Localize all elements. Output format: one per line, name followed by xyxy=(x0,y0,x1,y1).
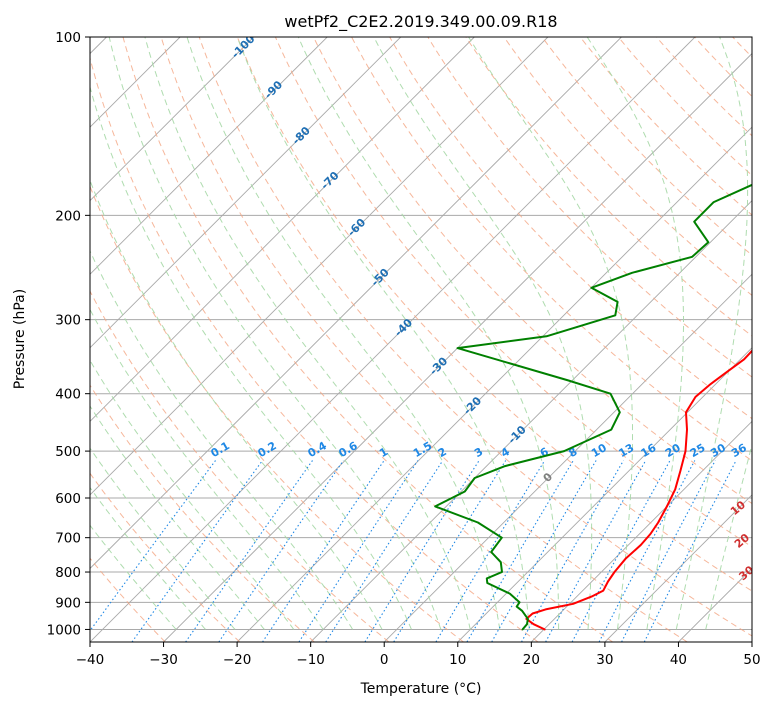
mixing-ratio-line xyxy=(643,460,737,642)
mixing-ratio-line xyxy=(466,460,574,642)
moist-adiabat-line xyxy=(373,37,593,630)
dry-adiabat-line xyxy=(427,37,752,378)
mixing-ratio-line xyxy=(131,460,263,642)
dry-adiabat-line xyxy=(90,384,315,642)
x-axis-label: Temperature (°C) xyxy=(360,681,482,697)
dry-adiabat-line xyxy=(198,37,752,637)
moist-adiabat-line xyxy=(236,37,530,630)
mixing-ratio-line xyxy=(262,460,385,642)
moist-adiabat-line xyxy=(186,37,501,630)
x-tick-label: −30 xyxy=(149,652,178,668)
isotherm-line xyxy=(310,200,752,642)
dry-adiabat-line xyxy=(389,37,752,420)
x-tick-label: −40 xyxy=(76,652,105,668)
isotherm-line xyxy=(90,37,328,275)
moist-adiabat-line xyxy=(144,37,471,630)
y-tick-label: 200 xyxy=(55,208,81,224)
y-tick-label: 1000 xyxy=(47,622,81,638)
dry-adiabat-line xyxy=(90,290,390,642)
moist-adiabat-line xyxy=(586,37,684,630)
isotherm-line xyxy=(457,347,752,642)
x-tick-label: 20 xyxy=(523,652,540,668)
y-tick-label: 500 xyxy=(55,444,81,460)
moist-adiabat-line xyxy=(90,249,354,630)
isotherm-line xyxy=(90,37,549,496)
dry-adiabat-line xyxy=(351,37,752,462)
dry-adiabat-line xyxy=(503,37,752,296)
mixing-ratio-line xyxy=(491,460,597,642)
y-tick-label: 900 xyxy=(55,595,81,611)
temperature-profile xyxy=(525,349,752,631)
dry-adiabat-line xyxy=(465,37,752,337)
x-tick-label: 0 xyxy=(380,652,389,668)
isotherm-line xyxy=(236,126,752,642)
moist-adiabat-line xyxy=(90,486,206,630)
axes: −40 −30 −20 −10 0 10 20 30 40 50 100 200 300 400 500 60… xyxy=(47,30,761,668)
dry-adiabat-line xyxy=(313,37,752,505)
moist-adiabat-line xyxy=(705,442,752,630)
isotherm-line xyxy=(383,273,752,642)
mixing-ratio-line xyxy=(90,460,216,632)
mixing-ratio-line xyxy=(435,460,546,642)
isotherm-line xyxy=(90,37,475,422)
moist-adiabat-line xyxy=(90,308,324,630)
x-tick-label: −20 xyxy=(223,652,252,668)
x-tick-label: 40 xyxy=(670,652,687,668)
chart-title: wetPf2_C2E2.2019.349.00.09.R18 xyxy=(284,12,557,32)
dry-adiabat-line xyxy=(90,185,464,642)
dewpoint-profile xyxy=(434,183,752,631)
dry-adiabat-line xyxy=(160,37,688,642)
isotherm-line xyxy=(90,37,622,570)
moist-adiabat-line xyxy=(90,359,295,630)
isotherm-line xyxy=(90,37,402,349)
y-tick-label: 100 xyxy=(55,30,81,46)
y-axis-label: Pressure (hPa) xyxy=(12,289,28,389)
isotherm-line xyxy=(604,494,752,642)
y-tick-label: 300 xyxy=(55,313,81,329)
mixing-ratio-line xyxy=(545,460,647,642)
plot-frame xyxy=(89,36,753,643)
mixing-ratio-line xyxy=(521,460,624,642)
y-tick-label: 800 xyxy=(55,565,81,581)
y-tick-label: 400 xyxy=(55,387,81,403)
dry-adiabat-line xyxy=(90,56,539,642)
dry-adiabat-line xyxy=(579,37,752,216)
moist-adiabat-line xyxy=(90,405,265,630)
mixing-ratio-line xyxy=(298,460,419,642)
dry-adiabat-line xyxy=(236,37,752,592)
y-tick-label: 700 xyxy=(55,531,81,547)
x-tick-label: −10 xyxy=(296,652,325,668)
moist-adiabat-line xyxy=(90,85,412,630)
moist-adiabat-line xyxy=(90,524,177,630)
isotherm-line xyxy=(90,37,254,202)
x-tick-label: 30 xyxy=(596,652,613,668)
moist-adiabat-line xyxy=(468,37,633,630)
moist-adiabat-line xyxy=(90,447,236,630)
x-tick-label: 10 xyxy=(449,652,466,668)
isotherm-line xyxy=(163,52,752,642)
mixing-ratio-line xyxy=(218,460,344,642)
moist-adiabat-line xyxy=(297,37,560,630)
moist-adiabat-line xyxy=(108,37,442,630)
isotherm-line xyxy=(531,420,752,642)
x-tick-label: 50 xyxy=(743,652,760,668)
moist-adiabat-line xyxy=(675,37,749,630)
mixing-ratio-line xyxy=(185,460,313,642)
y-tick-label: 600 xyxy=(55,491,81,507)
dry-adiabat-line xyxy=(122,37,613,642)
dry-adiabat-line xyxy=(617,37,752,177)
